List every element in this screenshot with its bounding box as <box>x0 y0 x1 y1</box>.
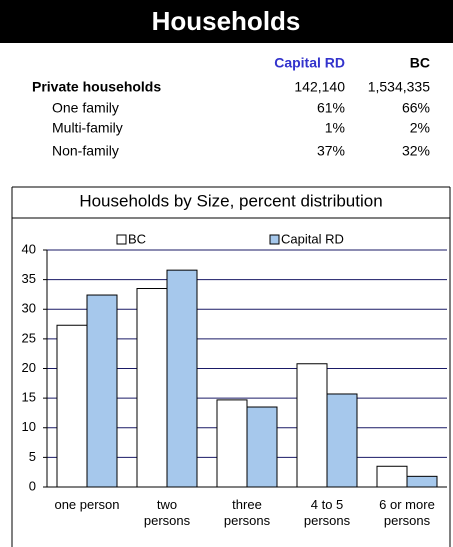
x-tick-label: three persons <box>223 497 271 528</box>
header-title: Households <box>152 6 301 36</box>
cell: 1% <box>325 120 345 136</box>
y-tick-label: 25 <box>22 330 36 345</box>
y-tick-label: 40 <box>22 241 36 256</box>
cell: 2% <box>410 120 430 136</box>
legend-label: Capital RD <box>281 231 344 246</box>
x-tick-label: 4 to 5 persons <box>303 497 351 528</box>
x-tick-label: two persons <box>143 497 191 528</box>
cell: 61% <box>317 100 345 116</box>
column-header: BC <box>410 55 430 71</box>
y-tick-label: 15 <box>22 390 36 405</box>
cell: 37% <box>317 143 345 159</box>
bar <box>296 363 328 488</box>
bar <box>216 399 248 488</box>
x-tick-label: one person <box>54 497 120 512</box>
x-tick-label: 6 or more persons <box>379 497 435 528</box>
bar <box>376 465 408 488</box>
row-label: Multi-family <box>52 120 123 136</box>
column-header: Capital RD <box>274 55 345 71</box>
bar <box>166 269 198 488</box>
bar <box>326 393 358 488</box>
legend-label: BC <box>128 231 146 246</box>
cell: 142,140 <box>294 79 345 95</box>
legend-swatch <box>269 234 280 245</box>
y-tick-label: 35 <box>22 271 36 286</box>
row-label: Private households <box>32 79 161 95</box>
bar <box>56 324 88 488</box>
chart-title: Households by Size, percent distribution <box>79 191 382 210</box>
row-label: One family <box>52 100 119 116</box>
y-tick-label: 20 <box>22 360 36 375</box>
cell: 32% <box>402 143 430 159</box>
row-label: Non-family <box>52 143 119 159</box>
cell: 1,534,335 <box>368 79 430 95</box>
y-tick-label: 10 <box>22 419 36 434</box>
cell: 66% <box>402 100 430 116</box>
bar <box>136 288 168 488</box>
legend-swatch <box>116 234 127 245</box>
y-tick-label: 0 <box>29 478 36 493</box>
bar <box>406 475 438 488</box>
y-tick-label: 5 <box>29 449 36 464</box>
bar <box>246 406 278 488</box>
bar <box>86 294 118 488</box>
y-tick-label: 30 <box>22 301 36 316</box>
header-bar <box>0 0 453 43</box>
